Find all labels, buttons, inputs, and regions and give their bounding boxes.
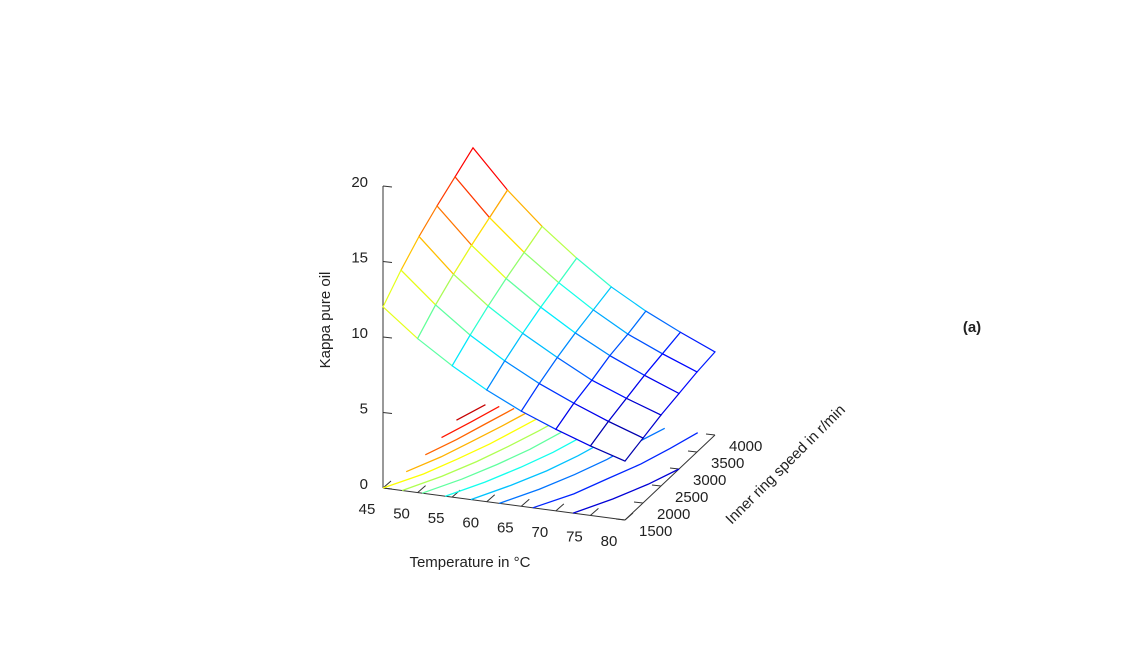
y-axis xyxy=(624,434,716,521)
z-tick-label: 15 xyxy=(351,249,368,266)
y-tick-label: 2000 xyxy=(657,506,690,523)
y-tick-label: 3000 xyxy=(693,472,726,489)
panel-label: (a) xyxy=(963,319,981,336)
x-tick-label: 65 xyxy=(497,519,514,536)
x-tick-label: 75 xyxy=(566,528,583,545)
x-tick xyxy=(382,480,392,489)
contour-line xyxy=(441,405,500,439)
x-tick xyxy=(486,494,496,503)
contour-line xyxy=(456,404,486,421)
y-tick xyxy=(687,450,698,453)
surface-cell xyxy=(589,420,644,462)
z-tick xyxy=(382,336,393,339)
y-tick xyxy=(669,467,680,470)
z-tick-label: 5 xyxy=(360,400,368,417)
z-tick-label: 0 xyxy=(360,476,368,493)
y-tick-label: 2500 xyxy=(675,489,708,506)
y-tick xyxy=(705,433,716,436)
contour-line xyxy=(572,468,680,514)
x-tick-label: 50 xyxy=(393,506,410,523)
x-tick xyxy=(417,485,426,493)
x-tick xyxy=(590,508,599,516)
contour-line xyxy=(405,410,531,473)
x-axis xyxy=(382,487,626,521)
x-tick xyxy=(520,498,530,507)
x-tick xyxy=(624,512,634,521)
contour-line xyxy=(425,407,515,456)
contour-line xyxy=(532,432,699,509)
y-tick-label: 4000 xyxy=(729,438,762,455)
contour-line xyxy=(401,414,568,492)
x-tick-label: 80 xyxy=(601,533,618,550)
x-tick-label: 55 xyxy=(428,510,445,527)
x-tick-label: 45 xyxy=(359,501,376,518)
z-tick-label: 10 xyxy=(351,325,368,342)
z-axis-label: Kappa pure oil xyxy=(317,272,334,369)
y-tick xyxy=(615,518,626,521)
z-tick-label: 20 xyxy=(351,174,368,191)
z-tick xyxy=(382,185,393,188)
z-tick xyxy=(382,412,393,414)
y-tick-label: 3500 xyxy=(711,455,744,472)
x-axis-label: Temperature in °C xyxy=(409,554,530,571)
z-tick xyxy=(382,261,393,263)
y-tick-label: 1500 xyxy=(639,523,672,540)
contour-line xyxy=(382,412,549,489)
x-tick-label: 60 xyxy=(462,515,479,532)
x-tick-label: 70 xyxy=(532,524,549,541)
x-tick xyxy=(555,503,565,512)
y-tick xyxy=(633,501,644,504)
y-tick xyxy=(651,484,662,487)
